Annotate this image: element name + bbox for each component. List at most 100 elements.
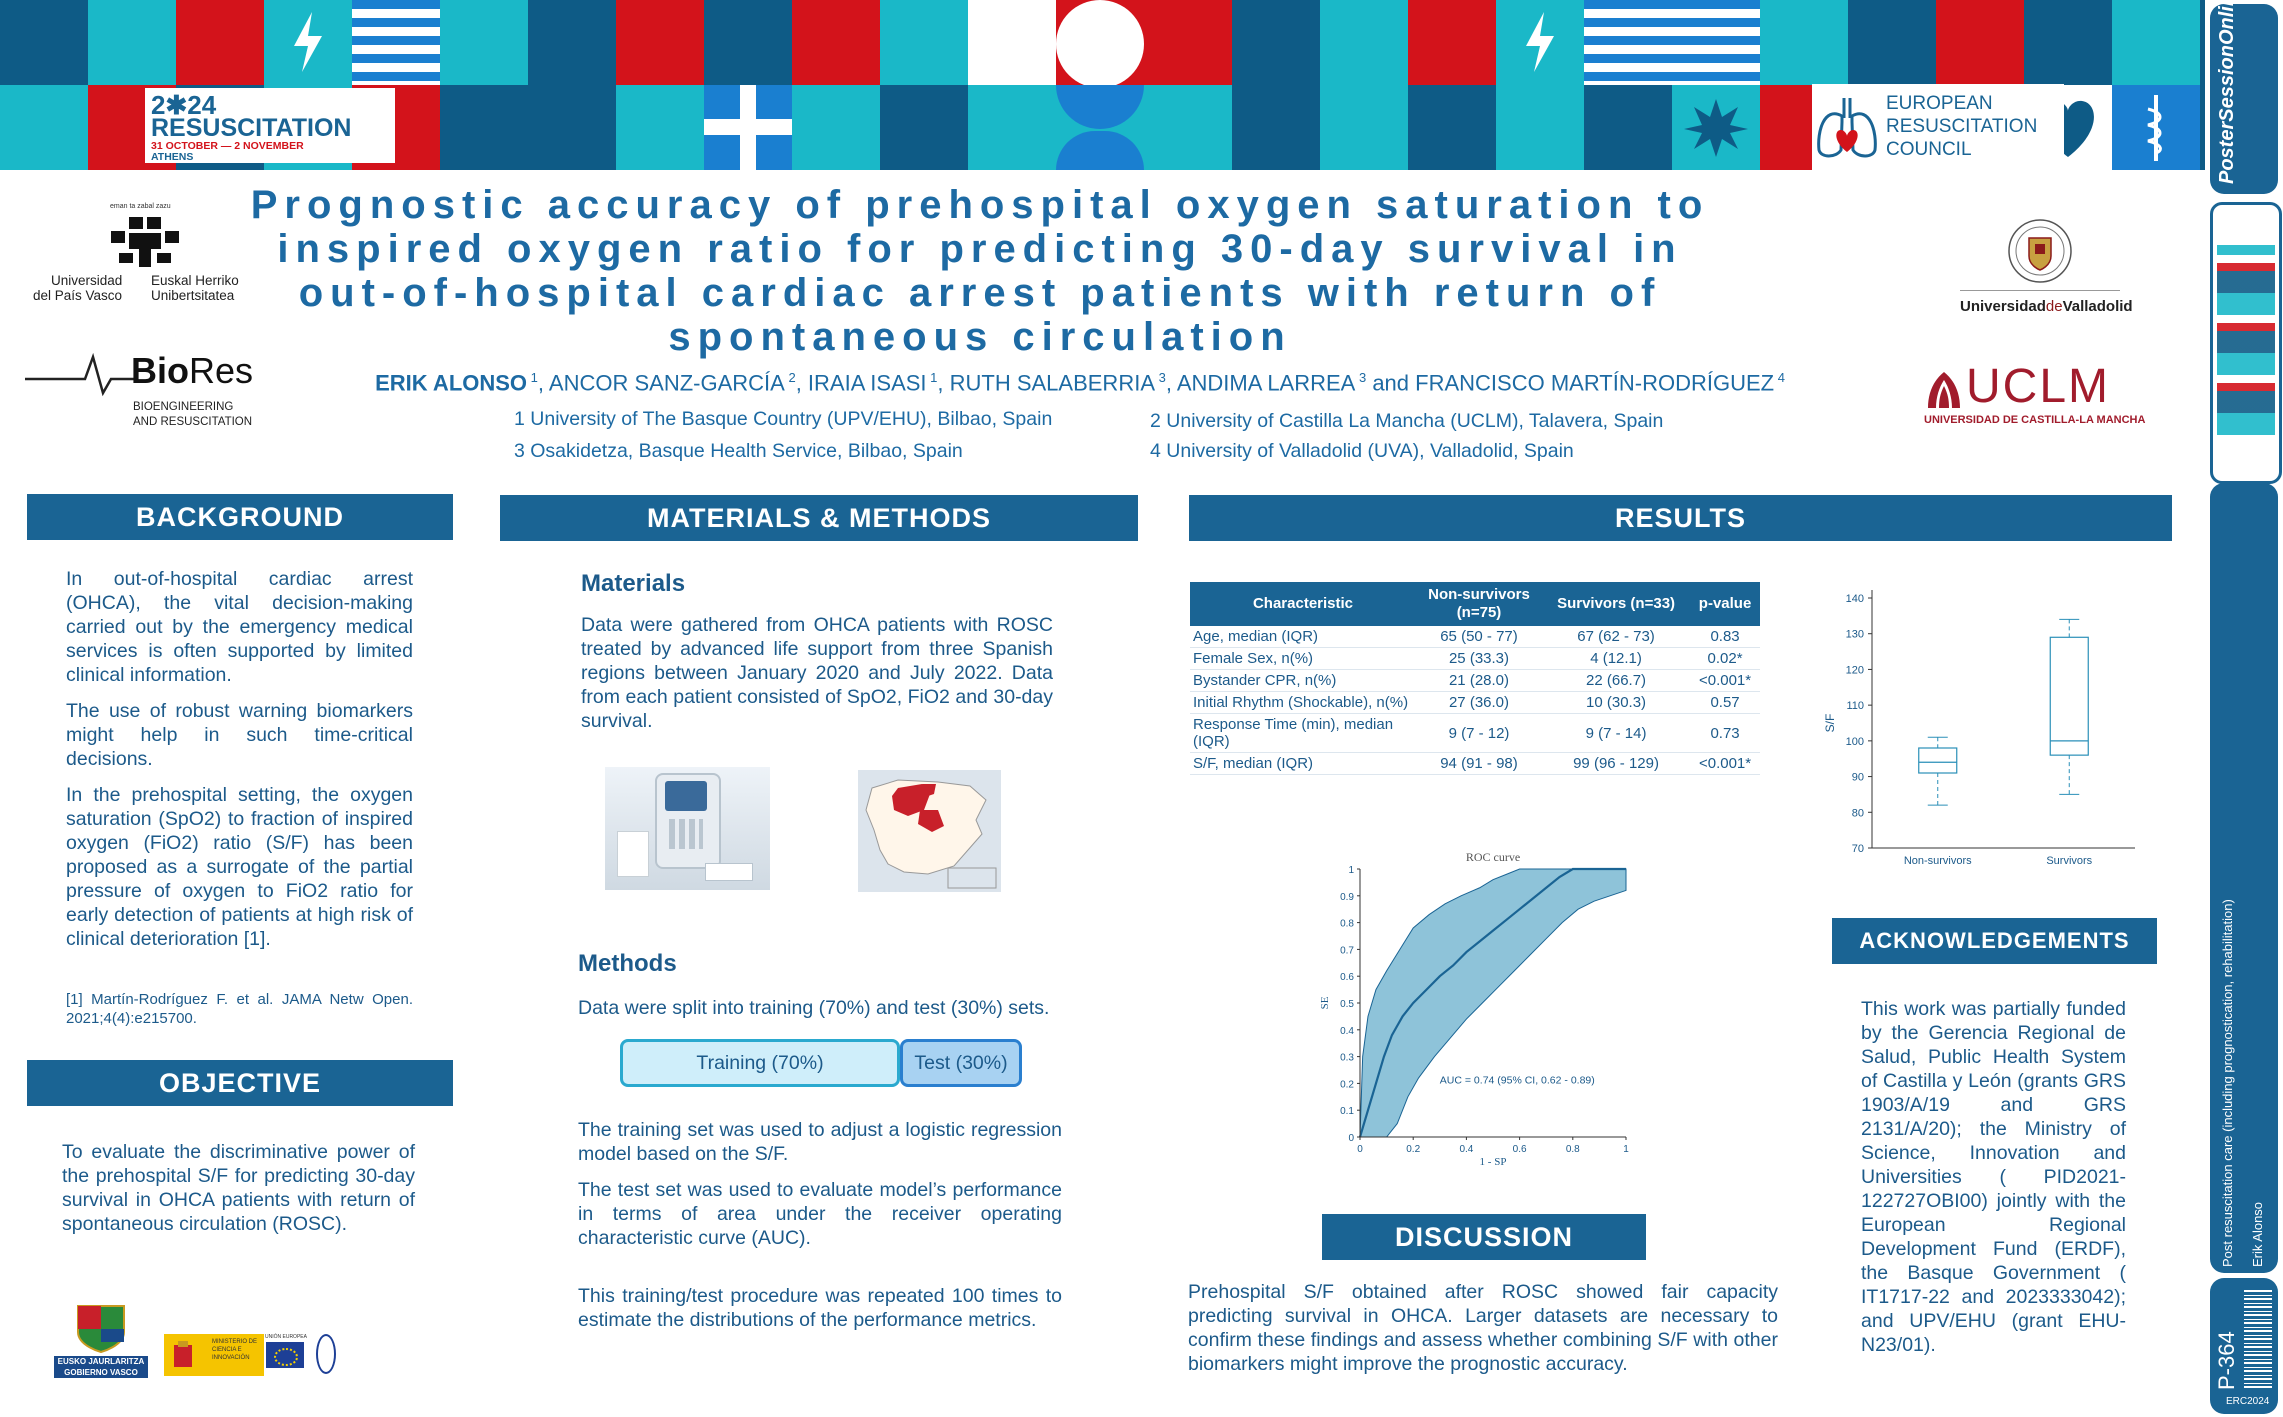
banner-tile bbox=[0, 0, 88, 85]
banner-tile bbox=[704, 85, 792, 170]
author-affiliation-mark: 2 bbox=[784, 370, 796, 385]
banner-tile bbox=[792, 0, 880, 85]
medical-staff-icon bbox=[2147, 95, 2162, 161]
objective-text: To evaluate the discriminative power of … bbox=[62, 1141, 415, 1235]
methods-paragraph-3: This training/test procedure was repeate… bbox=[578, 1285, 1062, 1331]
banner-tile bbox=[792, 85, 880, 170]
table-cell: <0.001* bbox=[1690, 752, 1760, 775]
banner-tile bbox=[88, 0, 176, 85]
banner-tile bbox=[2112, 0, 2200, 85]
banner-tile bbox=[616, 0, 704, 85]
upv-ehu-logo: eman ta zabal zazu Universidad del País … bbox=[25, 203, 250, 313]
defibrillator-image bbox=[605, 767, 770, 890]
banner-tile bbox=[1584, 85, 1672, 170]
heartbeat-line-icon bbox=[25, 352, 135, 397]
banner-tile bbox=[1056, 85, 1144, 170]
roc-y-tick-label: 0.5 bbox=[1340, 999, 1354, 1010]
author-separator: , bbox=[1165, 370, 1177, 396]
affiliation-3: 3 Osakidetza, Basque Health Service, Bil… bbox=[514, 440, 963, 462]
roc-y-tick-label: 1 bbox=[1348, 865, 1354, 876]
table-cell: Age, median (IQR) bbox=[1190, 626, 1416, 648]
table-cell: S/F, median (IQR) bbox=[1190, 752, 1416, 775]
training-set-bar: Training (70%) bbox=[620, 1039, 900, 1087]
eu-logo: UNIÓN EUROPEA bbox=[264, 1334, 307, 1376]
banner-tile bbox=[1320, 85, 1408, 170]
biores-name-bold: Bio bbox=[131, 350, 189, 391]
sidebar-topic: Post resuscitation care (including progn… bbox=[2220, 899, 2235, 1267]
table-cell: 99 (96 - 129) bbox=[1542, 752, 1691, 775]
author-name: ANCOR SANZ-GARCÍA bbox=[548, 370, 785, 396]
roc-x-tick-label: 0.2 bbox=[1406, 1144, 1420, 1155]
methods-header: MATERIALS & METHODS bbox=[500, 495, 1138, 541]
banner-tile bbox=[1496, 0, 1584, 85]
table-row: Age, median (IQR) 65 (50 - 77) 67 (62 - 73… bbox=[1190, 626, 1760, 648]
resuscitation-2024-logo: 2✱24 RESUSCITATION 31 OCTOBER — 2 NOVEMB… bbox=[145, 88, 395, 163]
author-affiliation-mark: 4 bbox=[1774, 370, 1785, 385]
test-label: Test (30%) bbox=[914, 1051, 1008, 1074]
table-body: Age, median (IQR) 65 (50 - 77) 67 (62 - 73… bbox=[1190, 626, 1760, 775]
poster-id: P-364 bbox=[2214, 1331, 2239, 1390]
author-separator: , bbox=[537, 370, 549, 396]
uva-name-c: Valladolid bbox=[2062, 298, 2133, 315]
sidebar-thumbnail[interactable] bbox=[2210, 202, 2282, 484]
author-separator: , bbox=[795, 370, 808, 396]
acknowledgements-text: This work was partially funded by the Ge… bbox=[1861, 998, 2126, 1356]
gobierno-vasco-logo: EUSKO JAURLARITZA GOBIERNO VASCO bbox=[54, 1302, 148, 1378]
banner-tile bbox=[2024, 0, 2112, 85]
sidebar-author: Erik Alonso bbox=[2250, 1201, 2265, 1267]
uva-seal-icon bbox=[2008, 219, 2072, 283]
spain-regions-map bbox=[865, 779, 997, 889]
council-line-1: EUROPEAN bbox=[1886, 93, 1993, 114]
event-year: 2✱24 bbox=[151, 90, 217, 120]
table-cell: 94 (91 - 98) bbox=[1416, 752, 1542, 775]
author-name: IRAIA ISASI bbox=[807, 370, 927, 396]
table-cell: 25 (33.3) bbox=[1416, 647, 1542, 670]
background-paragraph-3: In the prehospital setting, the oxygen s… bbox=[66, 784, 413, 950]
uva-name-a: Universidad bbox=[1960, 298, 2046, 315]
banner-tile bbox=[1672, 85, 1760, 170]
author-affiliation-mark: 3 bbox=[1155, 370, 1166, 385]
table-cell: Response Time (min), median (IQR) bbox=[1190, 713, 1416, 753]
roc-auc-annotation: AUC = 0.74 (95% CI, 0.62 - 0.89) bbox=[1440, 1074, 1595, 1086]
banner-tile bbox=[0, 85, 88, 170]
banner-tile bbox=[1144, 85, 1232, 170]
table-cell: 0.02* bbox=[1690, 647, 1760, 670]
roc-x-tick-label: 0.6 bbox=[1513, 1144, 1527, 1155]
table-cell: 9 (7 - 12) bbox=[1416, 713, 1542, 753]
ministry-text: MINISTERIO DE CIENCIA E INNOVACIÓN bbox=[212, 1339, 258, 1361]
banner-tile bbox=[1232, 85, 1320, 170]
materials-text: Data were gathered from OHCA patients wi… bbox=[581, 614, 1053, 732]
ministry-logo: MINISTERIO DE CIENCIA E INNOVACIÓN bbox=[164, 1334, 264, 1376]
table-cell: 21 (28.0) bbox=[1416, 669, 1542, 692]
roc-y-tick-label: 0.3 bbox=[1340, 1053, 1354, 1064]
roc-y-tick-label: 0.2 bbox=[1340, 1079, 1354, 1090]
banner-tile bbox=[528, 85, 616, 170]
banner-circle-icon bbox=[1056, 0, 1144, 88]
upv-motto: eman ta zabal zazu bbox=[110, 203, 171, 210]
materials-title: Materials bbox=[581, 570, 686, 597]
uva-name: UniversidaddeValladolid bbox=[1960, 298, 2133, 315]
roc-x-tick-label: 0 bbox=[1357, 1144, 1363, 1155]
banner-tile bbox=[264, 0, 352, 85]
upv-tree-icon bbox=[111, 217, 179, 267]
author-name: ERIK ALONSO bbox=[375, 370, 528, 396]
author-name: FRANCISCO MARTÍN-RODRÍGUEZ bbox=[1415, 370, 1775, 396]
table-header-cell: Characteristic bbox=[1190, 582, 1416, 626]
starburst-icon bbox=[1684, 99, 1748, 157]
sf-boxplot: 70 80 90 100 110 120 130 140 S/F Non-survivors Sur… bbox=[1823, 590, 2135, 867]
boxplot-y-tick-label: 130 bbox=[1846, 629, 1864, 641]
banner-tile bbox=[880, 85, 968, 170]
uclm-logo: UCLM UNIVERSIDAD DE CASTILLA-LA MANCHA bbox=[1920, 362, 2160, 430]
table-cell: 0.57 bbox=[1690, 691, 1760, 714]
banner-tile bbox=[528, 0, 616, 85]
split-text: Data were split into training (70%) and … bbox=[578, 997, 1050, 1019]
methods-text: The training set was used to adjust a lo… bbox=[578, 1118, 1062, 1344]
banner-tile bbox=[352, 0, 440, 85]
table-cell: 27 (36.0) bbox=[1416, 691, 1542, 714]
banner-tile bbox=[440, 85, 528, 170]
boxplot-y-tick-label: 90 bbox=[1852, 772, 1864, 784]
background-header: BACKGROUND bbox=[27, 494, 453, 540]
roc-x-tick-label: 1 bbox=[1623, 1144, 1629, 1155]
banner-tile bbox=[1848, 0, 1936, 85]
author-affiliation-mark: 1 bbox=[926, 370, 938, 385]
